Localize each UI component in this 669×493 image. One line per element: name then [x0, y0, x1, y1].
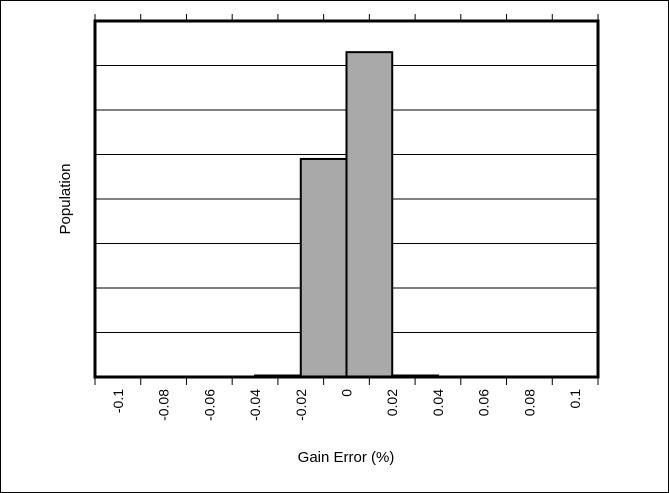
y-axis-label: Population — [57, 164, 74, 235]
x-tick-label: 0.08 — [521, 389, 537, 416]
x-tick-label: 0.02 — [384, 389, 400, 416]
y-gridlines — [95, 65, 598, 333]
x-tick-label: 0 — [339, 389, 355, 397]
x-tick-label: 0.1 — [567, 389, 583, 409]
plot-area-border — [93, 19, 600, 379]
x-tick-labels: -0.1 -0.08 -0.06 -0.04 -0.02 0 0.02 0.04 0.06 0.0… — [110, 389, 583, 421]
x-axis-ticks — [94, 14, 599, 385]
histogram-bar — [299, 157, 348, 378]
x-axis-label: Gain Error (%) — [298, 449, 395, 466]
x-tick-label: -0.06 — [201, 389, 217, 421]
x-tick-label: 0.04 — [430, 389, 446, 416]
x-tick-label: -0.02 — [293, 389, 309, 421]
x-tick-label: -0.04 — [247, 389, 263, 421]
histogram-bar — [345, 51, 394, 379]
histogram-bars — [254, 51, 439, 379]
x-tick-label: -0.1 — [110, 389, 126, 413]
x-tick-label: -0.08 — [156, 389, 172, 421]
x-tick-label: 0.06 — [476, 389, 492, 416]
